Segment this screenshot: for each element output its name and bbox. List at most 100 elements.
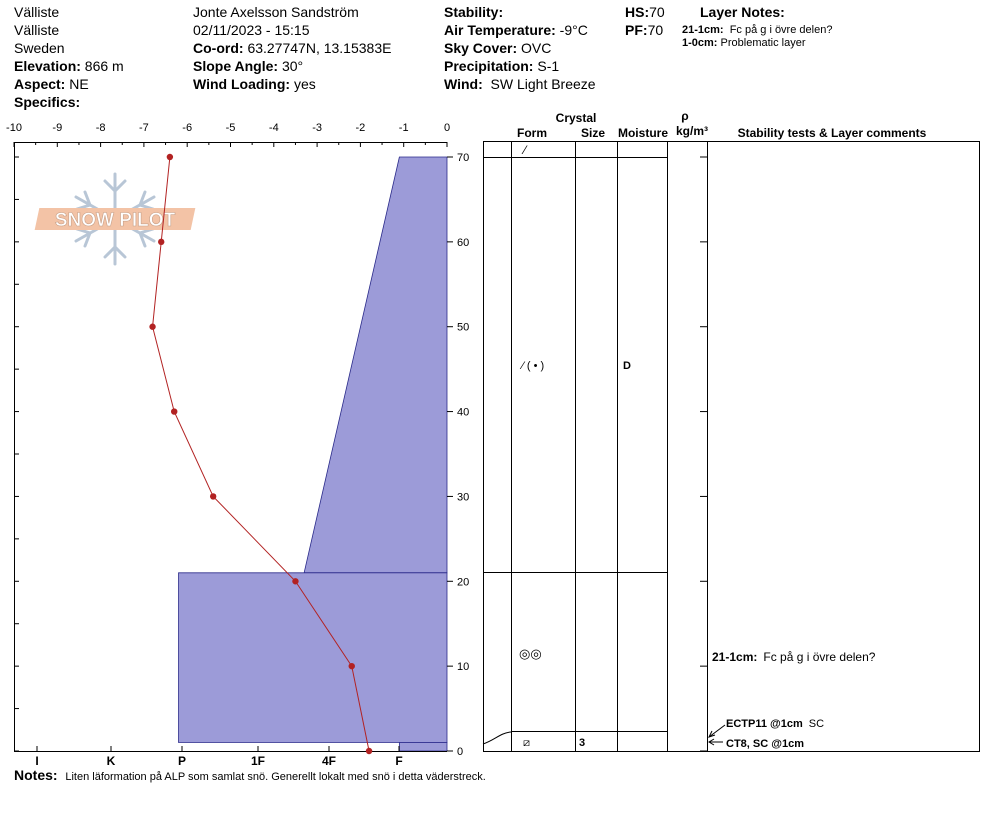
density-header: kg/m³ <box>676 124 708 138</box>
snowpilot-logo: SNOW PILOT <box>34 172 196 266</box>
coord-value: 63.27747N, 13.15383E <box>247 40 392 56</box>
location-2: Välliste <box>14 22 60 38</box>
layer-note-text: Fc på g i övre delen? <box>729 24 833 36</box>
datetime: 02/11/2023 - 15:15 <box>193 22 310 38</box>
notes-row: Notes: Liten läformation på ALP som saml… <box>14 767 486 785</box>
hardness-axis: I K P 1F 4F F <box>35 746 403 768</box>
temperature-point <box>365 747 373 755</box>
hardness-tick-label: F <box>395 754 402 768</box>
temp-tick-label: -10 <box>6 122 22 134</box>
temp-axis: -10 -9 -8 -7 -6 -5 -4 -3 -2 -1 0 <box>6 122 450 147</box>
pf-label: PF: <box>625 22 648 38</box>
hardness-tick-label: 4F <box>322 754 336 768</box>
notes-label: Notes: <box>14 767 58 783</box>
left-minor-ticks <box>14 156 19 752</box>
layer-comment-text: Fc på g i övre delen? <box>763 650 875 664</box>
hardness-tick-label: 1F <box>251 754 265 768</box>
height-tick-label: 0 <box>457 746 463 758</box>
table-border <box>483 141 980 752</box>
hs-row: HS:70 <box>625 4 665 20</box>
temp-tick-label: -9 <box>52 122 62 134</box>
hardness-tick-label: P <box>178 754 186 768</box>
temp-tick-label: 0 <box>444 122 450 134</box>
hardness-layers <box>178 156 448 752</box>
hs-label: HS: <box>625 4 650 20</box>
elevation-label: Elevation: <box>14 58 81 74</box>
temp-tick-label: -4 <box>269 122 279 134</box>
temp-tick-label: -2 <box>356 122 366 134</box>
layer-comment-range: 21-1cm: <box>712 650 757 664</box>
precip-value: S-1 <box>537 58 560 74</box>
layer-note-range: 1-0cm: <box>682 37 718 49</box>
hardness-tick-label: K <box>107 754 116 768</box>
layer-connector <box>482 731 512 745</box>
temp-tick-label: -7 <box>139 122 149 134</box>
layer-comment: 21-1cm: Fc på g i övre delen? <box>712 650 876 664</box>
wind-row: Wind: SW Light Breeze <box>444 76 596 92</box>
observer: Jonte Axelsson Sandström <box>193 4 359 20</box>
test-1: ECTP11 @1cm SC <box>726 718 824 730</box>
test-1-extra: SC <box>809 718 824 730</box>
slope-label: Slope Angle: <box>193 58 279 74</box>
wind-value: SW Light Breeze <box>490 76 596 92</box>
location-1: Välliste <box>14 4 60 20</box>
temperature-point <box>292 578 299 585</box>
coord-row: Co-ord: 63.27747N, 13.15383E <box>193 40 391 56</box>
sky-label: Sky Cover: <box>444 40 518 56</box>
hardness-tick-label: I <box>35 754 38 768</box>
height-tick-label: 10 <box>457 661 469 673</box>
layer-notes-title: Layer Notes: <box>700 4 785 20</box>
rho-header: ρ <box>681 109 688 123</box>
temp-tick-label: -3 <box>312 122 322 134</box>
sky-value: OVC <box>521 40 552 56</box>
layer-table-grid <box>482 141 980 752</box>
layer-note-text: Problematic layer <box>720 37 806 49</box>
form-header: Form <box>517 126 547 140</box>
layer-note-range: 21-1cm: <box>682 24 724 36</box>
temperature-point <box>348 662 355 670</box>
height-tick-label: 30 <box>457 491 469 503</box>
precip-label: Precipitation: <box>444 58 534 74</box>
specifics-label: Specifics: <box>14 94 81 110</box>
hardness-layer <box>398 742 448 752</box>
height-tick-label: 20 <box>457 576 469 588</box>
size-bottom: 3 <box>579 737 585 749</box>
height-tick-label: 40 <box>457 407 469 419</box>
airtemp-row: Air Temperature: -9°C <box>444 22 588 38</box>
airtemp-value: -9°C <box>559 22 588 38</box>
temp-tick-label: -6 <box>182 122 192 134</box>
size-header: Size <box>581 126 605 140</box>
precip-row: Precipitation: S-1 <box>444 58 559 74</box>
form-symbol-top: ⁄ <box>521 143 528 157</box>
layer-note-1: 21-1cm: Fc på g i övre delen? <box>682 24 832 37</box>
windload-label: Wind Loading: <box>193 76 291 92</box>
hs-value: 70 <box>649 4 665 20</box>
slope-value: 30° <box>281 58 304 74</box>
hardness-layer <box>303 156 448 574</box>
height-axis: 0 10 20 30 40 50 60 70 <box>447 152 707 758</box>
layer-note-2: 1-0cm: Problematic layer <box>682 37 806 50</box>
airtemp-label: Air Temperature: <box>444 22 556 38</box>
form-symbol-mid: ⁄ ( • ) <box>519 360 544 372</box>
tests-header: Stability tests & Layer comments <box>738 126 927 140</box>
windload-row: Wind Loading: yes <box>193 76 316 92</box>
coord-label: Co-ord: <box>193 40 244 56</box>
sky-row: Sky Cover: OVC <box>444 40 551 56</box>
pf-row: PF:70 <box>625 22 663 38</box>
pf-value: 70 <box>647 22 664 38</box>
temp-tick-label: -5 <box>226 122 236 134</box>
hardness-layer <box>178 572 448 743</box>
stability-label: Stability: <box>444 4 504 20</box>
temperature-point <box>209 493 217 500</box>
temperature-point <box>171 408 178 415</box>
height-tick-label: 60 <box>457 237 469 249</box>
temperature-points <box>149 153 373 755</box>
temperature-point <box>149 323 156 330</box>
moisture-header: Moisture <box>618 126 668 140</box>
test-2: CT8, SC @1cm <box>726 738 804 750</box>
windload-value: yes <box>293 76 316 92</box>
logo-text: SNOW PILOT <box>55 210 176 231</box>
aspect-value: NE <box>69 76 89 92</box>
wind-label: Wind: <box>444 76 483 92</box>
